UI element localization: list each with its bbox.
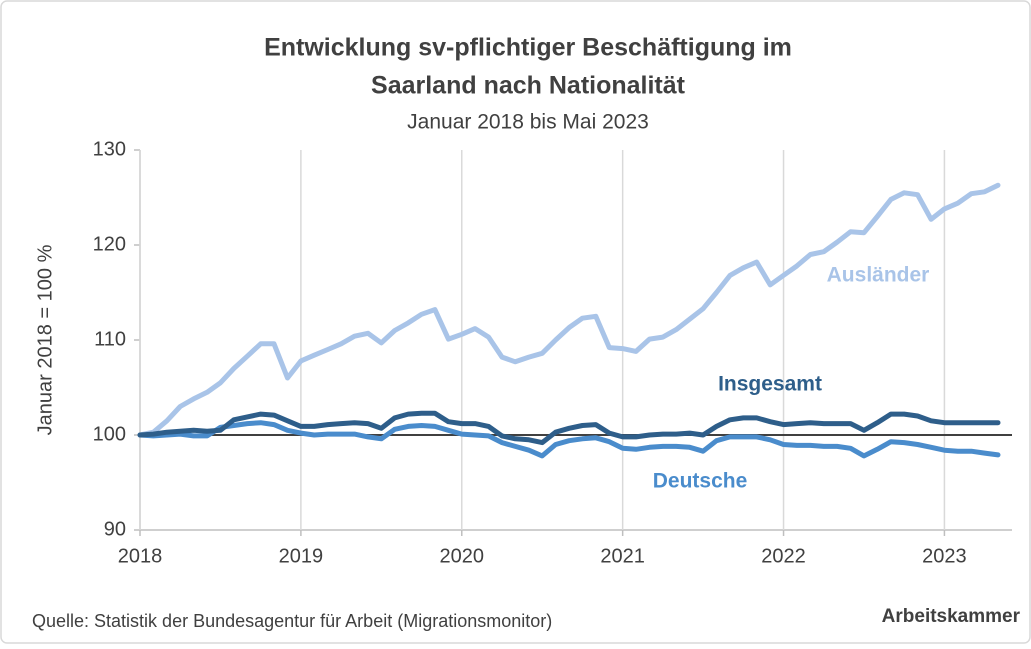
x-tick-label: 2023	[922, 545, 967, 567]
y-tick-label: 130	[93, 138, 126, 160]
y-axis-label: Januar 2018 = 100 %	[34, 244, 56, 435]
line-series	[137, 410, 1001, 446]
y-tick-label: 90	[104, 518, 126, 540]
publisher: Arbeitskammer	[882, 606, 1021, 627]
x-tick-label: 2022	[761, 545, 806, 567]
line-series	[137, 420, 1001, 459]
chart-subtitle: Januar 2018 bis Mai 2023	[407, 111, 649, 134]
series-label: Ausländer	[827, 264, 930, 287]
x-tick-label: 2018	[118, 545, 163, 567]
y-tick-label: 120	[93, 233, 126, 255]
x-tick-label: 2020	[440, 545, 485, 567]
chart-title: Saarland nach Nationalität	[371, 72, 686, 100]
series-label: Deutsche	[653, 470, 748, 493]
line-series	[137, 182, 1001, 438]
chart-title: Entwicklung sv-pflichtiger Beschäftigung…	[264, 34, 792, 62]
y-tick-label: 100	[93, 423, 126, 445]
y-tick-label: 110	[94, 328, 126, 350]
source-note: Quelle: Statistik der Bundesagentur für …	[32, 611, 552, 631]
x-tick-label: 2019	[279, 545, 324, 567]
series-label: Insgesamt	[718, 373, 822, 396]
x-tick-label: 2021	[600, 545, 645, 567]
